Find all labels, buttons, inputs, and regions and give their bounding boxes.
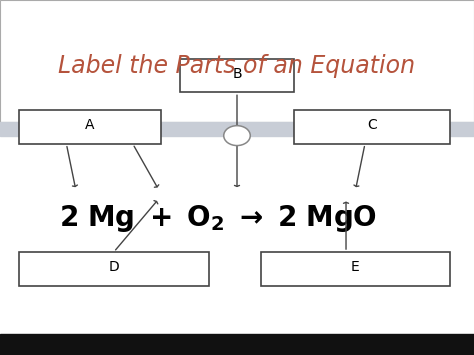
Bar	[0, 122, 474, 136]
Text: C: C	[367, 118, 377, 132]
Text: E: E	[351, 260, 360, 274]
Bar	[261, 252, 450, 286]
Bar	[0, 0, 474, 122]
Bar	[0, 136, 474, 334]
Bar	[19, 252, 209, 286]
Text: D: D	[109, 260, 119, 274]
Bar	[294, 110, 450, 144]
Text: $\mathbf{2\ Mg\ +\ O_2\ \rightarrow\ 2\ MgO}$: $\mathbf{2\ Mg\ +\ O_2\ \rightarrow\ 2\ …	[59, 203, 377, 234]
Bar	[180, 59, 294, 92]
Bar	[0, 334, 474, 355]
Circle shape	[224, 126, 250, 146]
Bar	[19, 110, 161, 144]
Text: Label the Parts of an Equation: Label the Parts of an Equation	[58, 54, 416, 78]
Text: B: B	[232, 67, 242, 81]
Text: A: A	[85, 118, 95, 132]
